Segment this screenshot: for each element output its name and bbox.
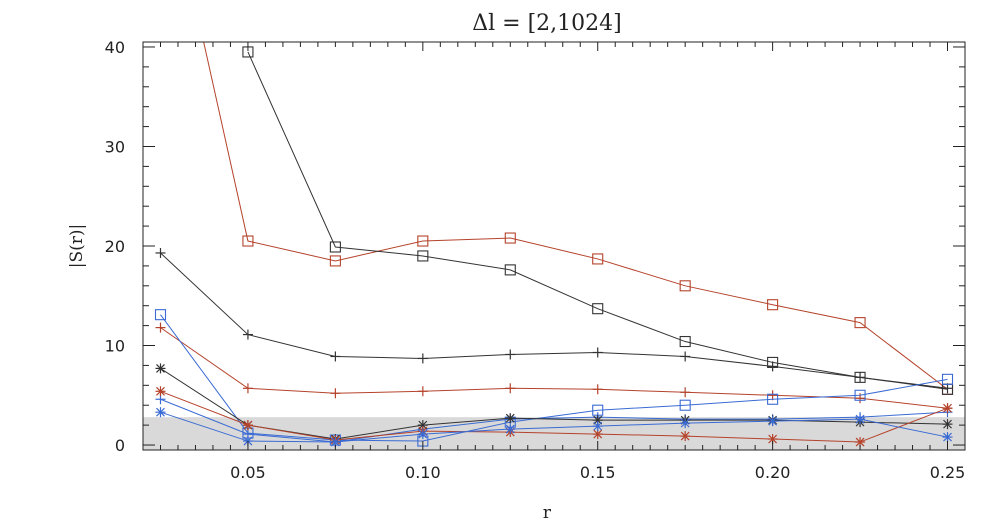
data-point-square [592,253,604,265]
asterisk-stroke [243,420,253,430]
series-line [160,314,948,442]
series-line [160,327,948,409]
y-tick-label: 0 [115,436,125,455]
data-point-asterisk [942,432,953,443]
data-point-square [417,235,429,247]
data-point-square [767,393,779,405]
data-point-plus [592,347,603,358]
data-point-square [679,335,691,348]
data-point-asterisk [505,424,516,435]
data-point-asterisk [155,363,166,374]
series-line [160,252,948,389]
data-point-asterisk [155,407,166,418]
data-point-plus [767,361,778,372]
asterisk-stroke [505,413,515,423]
data-point-square [154,309,167,321]
data-point-square [242,235,254,247]
y-tick-label: 30 [105,137,125,156]
data-point-square [329,255,341,267]
chart-title: Δl = [2,1024] [472,11,622,36]
y-tick-label: 10 [105,337,125,356]
asterisk-stroke [418,429,428,439]
data-point-asterisk [592,421,603,432]
x-tick-label: 0.05 [230,463,266,482]
data-point-asterisk [242,420,253,431]
data-point-square [679,280,691,292]
x-tick-label: 0.15 [580,463,616,482]
x-axis-title: r [543,503,552,523]
data-point-asterisk [942,403,953,414]
series-layer [154,42,954,448]
data-point-square [854,389,866,401]
data-point-plus [505,349,516,360]
data-point-square [504,264,516,276]
asterisk-stroke [680,431,690,441]
series-line [247,51,948,390]
data-point-plus [417,353,428,364]
series-line [160,398,948,443]
data-point-plus [155,247,166,258]
data-point-asterisk [767,416,778,427]
y-tick-label: 40 [105,38,125,57]
data-point-asterisk [942,419,953,430]
asterisk-stroke [943,432,952,442]
series-line [203,42,948,390]
asterisk-stroke [156,386,165,396]
data-point-square [854,317,866,329]
data-point-square [941,373,954,385]
data-point-plus [155,322,166,333]
series-0 [203,42,954,395]
data-point-asterisk [680,418,691,429]
data-point-asterisk [155,386,166,397]
series-line [160,411,948,443]
asterisk-stroke [593,429,603,439]
data-point-plus [330,351,341,362]
asterisk-stroke [943,403,952,413]
asterisk-stroke [943,419,952,429]
data-point-plus [592,384,603,395]
data-point-asterisk [855,414,866,425]
series-line [160,390,948,443]
y-tick-label: 20 [105,237,125,256]
data-point-plus [330,388,341,399]
asterisk-stroke [330,437,340,447]
data-point-plus [680,351,691,362]
data-point-square [592,303,604,315]
data-point-plus [417,386,428,397]
series-1 [242,46,954,395]
data-point-plus [855,372,866,383]
data-point-square [329,241,341,253]
data-point-plus [680,387,691,398]
data-point-plus [242,329,253,340]
asterisk-stroke [505,424,515,434]
data-point-square [417,250,429,262]
asterisk-stroke [768,434,778,444]
x-tick-label: 0.10 [405,463,441,482]
data-point-square [504,232,516,244]
series-3 [155,322,953,414]
x-tick-label: 0.25 [930,463,966,482]
asterisk-stroke [593,421,603,431]
series-2 [155,247,953,394]
axes: 0.05 0.10 0.15 0.20 0.25 0 10 20 30 40 [105,38,966,482]
series-8 [155,407,953,448]
data-point-plus [242,383,253,394]
data-point-asterisk [417,429,428,440]
asterisk-stroke [680,418,690,428]
asterisk-stroke [855,437,865,447]
data-point-square [679,399,691,411]
data-point-asterisk [505,413,516,424]
data-point-plus [767,390,778,401]
data-point-asterisk [680,431,691,442]
y-axis-title: |S(r)| [67,224,87,269]
asterisk-stroke [156,363,165,373]
data-point-plus [505,383,516,394]
data-point-plus [942,383,953,394]
asterisk-stroke [156,407,165,417]
asterisk-stroke [768,416,778,426]
data-point-square [767,299,779,311]
x-tick-label: 0.20 [755,463,791,482]
asterisk-stroke [855,414,865,424]
